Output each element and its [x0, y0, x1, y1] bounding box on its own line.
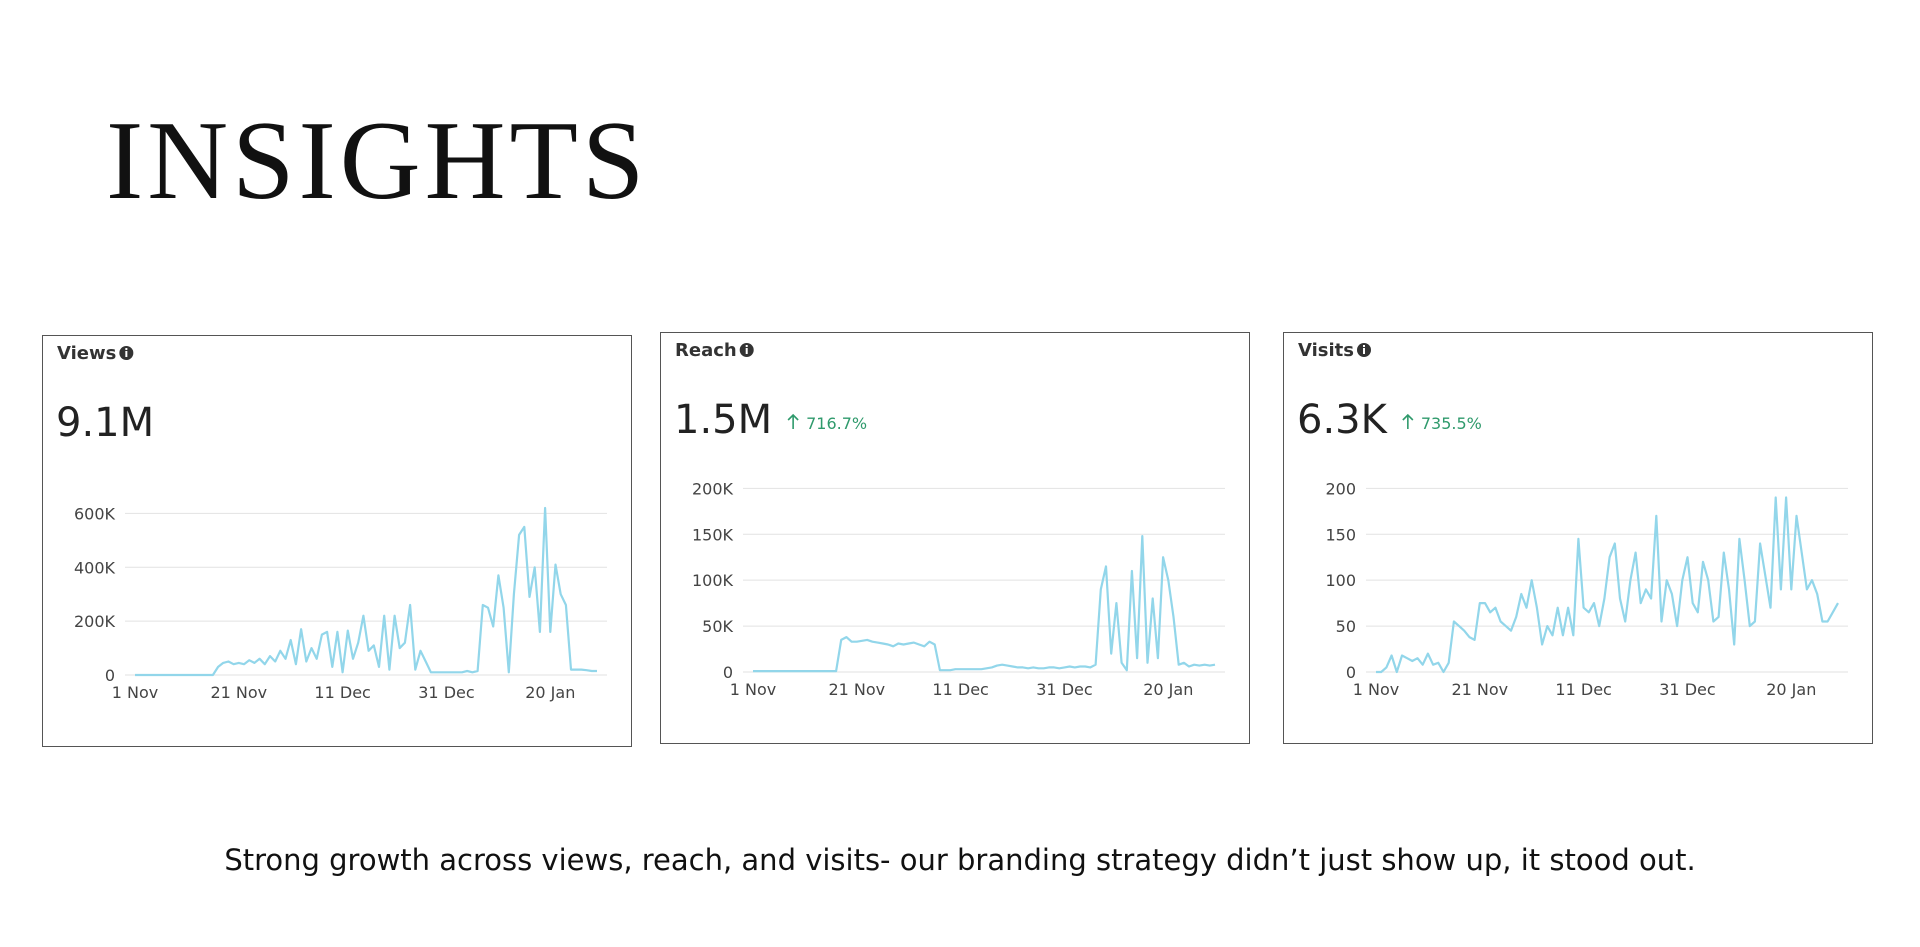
x-tick-label: 11 Dec [314, 683, 370, 702]
info-icon-i [745, 348, 748, 354]
y-tick-label: 0 [105, 666, 115, 685]
x-tick-label: 21 Nov [210, 683, 267, 702]
y-tick-label: 200K [74, 612, 116, 631]
x-tick-label: 21 Nov [828, 680, 885, 699]
info-icon-dot [745, 345, 748, 347]
x-tick-label: 31 Dec [418, 683, 474, 702]
x-tick-label: 11 Dec [932, 680, 988, 699]
x-tick-label: 31 Dec [1036, 680, 1092, 699]
chart-title: Reach [675, 340, 737, 361]
chart-title: Views [57, 343, 116, 364]
data-line [1376, 496, 1839, 674]
info-icon-i [1363, 348, 1365, 354]
card-border [42, 335, 632, 747]
x-tick-label: 20 Jan [525, 683, 575, 702]
info-icon-dot [125, 348, 128, 350]
up-arrow [787, 413, 799, 429]
y-tick-label: 600K [74, 504, 116, 523]
x-tick-label: 31 Dec [1659, 680, 1715, 699]
card-border [660, 332, 1250, 744]
x-tick-label: 21 Nov [1451, 680, 1508, 699]
chart-card: Visits 6.3K 735.5% 0 50 100 150 200 1 Nov 21 Nov 1… [1283, 332, 1873, 744]
headline-value: 9.1M [56, 400, 154, 446]
headline-value: 6.3K [1297, 397, 1389, 443]
x-tick-label: 20 Jan [1143, 680, 1193, 699]
x-tick-label: 11 Dec [1555, 680, 1611, 699]
info-icon-dot [1363, 345, 1365, 347]
y-tick-label: 50K [702, 617, 733, 636]
y-tick-label: 50 [1336, 617, 1356, 636]
up-arrow [1402, 413, 1414, 429]
data-line [753, 535, 1216, 673]
chart-title: Visits [1298, 340, 1354, 361]
x-tick-label: 1 Nov [730, 680, 777, 699]
y-tick-label: 400K [74, 558, 116, 577]
x-tick-label: 1 Nov [1353, 680, 1400, 699]
change-value: 716.7% [806, 414, 867, 433]
change-value: 735.5% [1421, 414, 1482, 433]
y-tick-label: 100 [1325, 571, 1356, 590]
info-icon-i [125, 351, 128, 357]
x-tick-label: 20 Jan [1766, 680, 1816, 699]
y-tick-label: 200K [692, 479, 734, 498]
chart-card: Reach 1.5M 716.7% 0 50K 100K 150K 200K 1 Nov 21 N… [660, 332, 1250, 744]
y-tick-label: 200 [1325, 479, 1356, 498]
y-tick-label: 100K [692, 571, 734, 590]
page-title: INSIGHTS [106, 99, 648, 223]
y-tick-label: 150K [692, 525, 734, 544]
caption: Strong growth across views, reach, and v… [224, 843, 1695, 877]
chart-card: Views 9.1M 0 200K 400K 600K 1 Nov 21 Nov 11 Dec 3… [42, 335, 632, 747]
data-line [135, 506, 597, 677]
y-tick-label: 150 [1325, 525, 1356, 544]
headline-value: 1.5M [674, 397, 772, 443]
y-tick-label: 0 [723, 663, 733, 682]
y-tick-label: 0 [1346, 663, 1356, 682]
x-tick-label: 1 Nov [112, 683, 159, 702]
